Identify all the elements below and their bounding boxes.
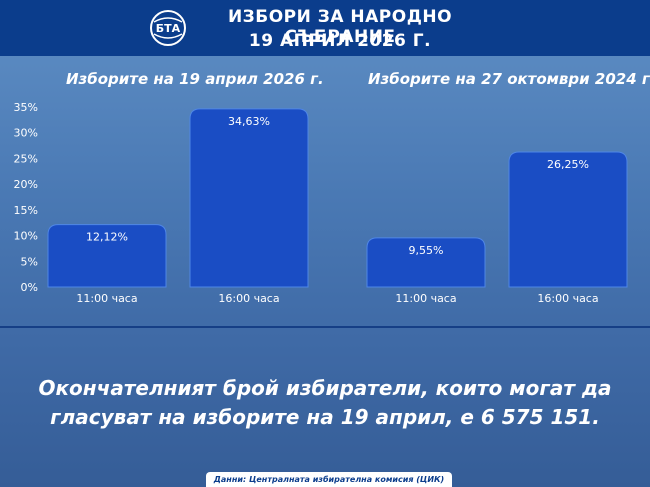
divider bbox=[0, 326, 650, 328]
y-tick-label: 20% bbox=[14, 178, 38, 191]
bta-logo: БТА bbox=[150, 10, 186, 46]
y-tick-label: 5% bbox=[21, 255, 38, 268]
chart-title-2026: Изборите на 19 април 2026 г. bbox=[66, 70, 324, 88]
bar-2024-16h bbox=[508, 151, 628, 288]
x-category-label: 16:00 часа bbox=[537, 292, 598, 305]
y-tick-label: 35% bbox=[14, 101, 38, 114]
x-category-label: 11:00 часа bbox=[395, 292, 456, 305]
logo-text: БТА bbox=[156, 22, 181, 35]
bar-2026-16h bbox=[189, 108, 309, 288]
header-bar bbox=[0, 0, 650, 56]
y-tick-label: 30% bbox=[14, 127, 38, 140]
page-title: ИЗБОРИ ЗА НАРОДНО СЪБРАНИЕ bbox=[227, 7, 453, 47]
x-category-label: 11:00 часа bbox=[76, 292, 137, 305]
chart-title-2024: Изборите на 27 октомври 2024 г. bbox=[368, 70, 650, 88]
y-tick-label: 10% bbox=[14, 230, 38, 243]
bar-2024-11h bbox=[366, 237, 486, 288]
message-line-2: гласуват на изборите на 19 април, е 6 57… bbox=[50, 405, 600, 429]
bar-value-label: 26,25% bbox=[547, 158, 589, 171]
y-tick-label: 25% bbox=[14, 152, 38, 165]
message-line-1: Окончателният брой избиратели, които мог… bbox=[38, 376, 612, 400]
x-category-label: 16:00 часа bbox=[218, 292, 279, 305]
source-footer: Данни: Централната избирателна комисия (… bbox=[206, 472, 452, 487]
page-subtitle: 19 АПРИЛ 2026 Г. bbox=[248, 31, 432, 51]
y-tick-label: 15% bbox=[14, 204, 38, 217]
bar-value-label: 34,63% bbox=[228, 115, 270, 128]
bar-value-label: 9,55% bbox=[409, 244, 444, 257]
bar-2026-11h bbox=[47, 224, 167, 288]
y-tick-label: 0% bbox=[21, 281, 38, 294]
bar-value-label: 12,12% bbox=[86, 231, 128, 244]
